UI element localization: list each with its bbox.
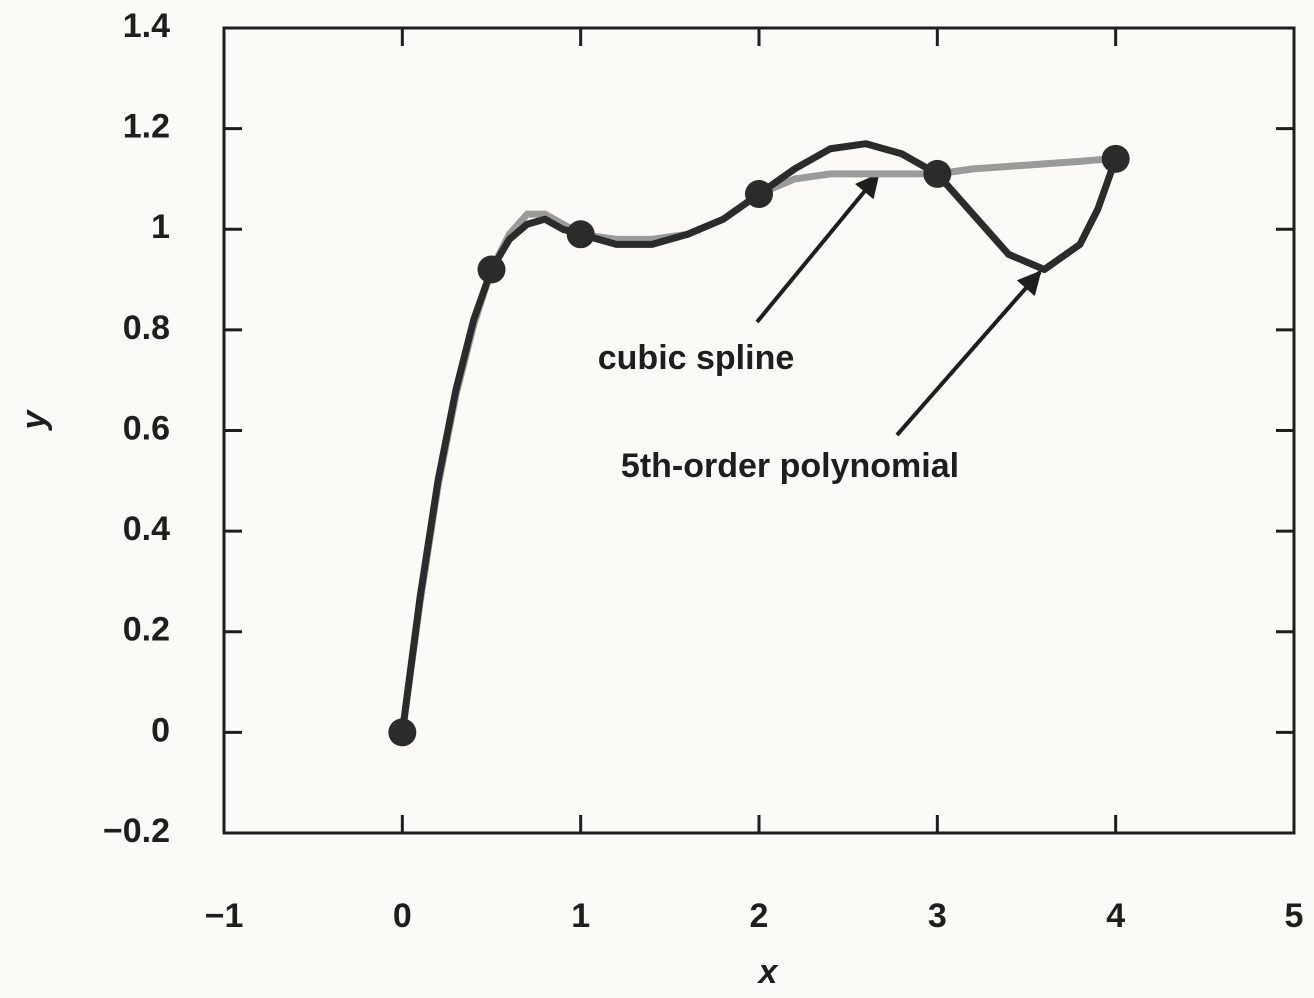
arrow <box>895 270 1042 437</box>
data-point <box>566 220 595 249</box>
annotation: cubic spline <box>598 339 795 377</box>
y-tick-label: 0.6 <box>123 409 170 447</box>
arrow <box>755 173 880 324</box>
y-tick-label: 1.4 <box>123 7 170 45</box>
y-tick-label: −0.2 <box>103 812 170 850</box>
line-series <box>398 140 1120 736</box>
y-tick-label: 0.2 <box>123 611 170 649</box>
x-tick-label: −1 <box>205 897 244 935</box>
y-axis-label: y <box>15 408 53 431</box>
data-point <box>388 718 417 747</box>
data-point <box>745 180 773 209</box>
x-tick-label: 2 <box>750 897 769 935</box>
x-tick-label: 1 <box>571 897 590 935</box>
data-point <box>923 159 952 188</box>
annotation: 5th-order polynomial <box>621 447 959 485</box>
y-tick-label: 0.4 <box>123 510 170 548</box>
y-tick-label: 0 <box>151 711 170 749</box>
x-tick-label: 3 <box>928 897 947 935</box>
x-tick-label: 4 <box>1106 897 1125 935</box>
y-tick-label: 0.8 <box>123 309 170 347</box>
data-point <box>477 255 506 284</box>
data-point <box>1101 144 1130 173</box>
x-tick-label: 0 <box>393 897 412 935</box>
y-tick-label: 1 <box>151 208 170 246</box>
x-axis-label: x <box>757 953 780 991</box>
x-tick-label: 5 <box>1285 897 1304 935</box>
plot-frame <box>222 26 1296 835</box>
y-tick-label: 1.2 <box>123 108 170 146</box>
